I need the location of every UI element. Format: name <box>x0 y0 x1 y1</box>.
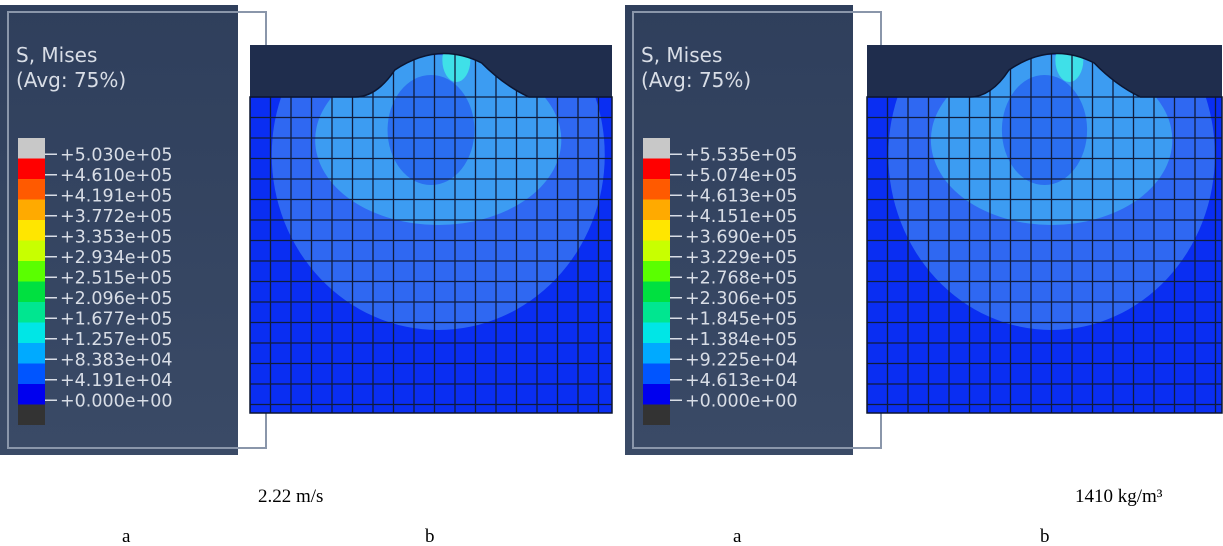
legend-level: +2.515e+05 <box>60 268 172 288</box>
sub-label: b <box>1040 526 1050 546</box>
legend-swatch <box>18 220 45 241</box>
legend-swatch <box>18 158 45 179</box>
legend-swatch <box>643 322 670 343</box>
legend-swatch <box>18 281 45 302</box>
legend-swatch <box>643 343 670 364</box>
stress-peak <box>442 53 471 82</box>
caption: 1410 kg/m³ <box>1075 486 1163 507</box>
legend-swatch <box>18 261 45 282</box>
legend-level: +4.151e+05 <box>685 207 797 227</box>
legend-level: +9.225e+04 <box>685 350 797 370</box>
legend-swatch <box>18 199 45 220</box>
legend-level: +4.613e+04 <box>685 371 797 391</box>
legend-swatch <box>643 158 670 179</box>
stress-zone-inner <box>1001 75 1088 185</box>
mesh-surface <box>249 52 613 414</box>
legend-swatch <box>18 138 45 159</box>
legend-level: +4.610e+05 <box>60 166 172 186</box>
legend-level: +1.677e+05 <box>60 309 172 329</box>
legend-level: +4.191e+05 <box>60 186 172 206</box>
legend-level: +1.384e+05 <box>685 330 797 350</box>
legend-swatch <box>643 199 670 220</box>
stress-peak <box>1055 53 1084 82</box>
legend-level: +4.191e+04 <box>60 371 172 391</box>
legend-swatch <box>18 384 45 405</box>
legend-level: +0.000e+00 <box>685 391 797 411</box>
legend-swatch <box>643 404 670 425</box>
legend-swatch <box>643 220 670 241</box>
sub-label: a <box>122 526 131 546</box>
legend-swatch <box>643 384 670 405</box>
legend-title: S, Mises <box>16 43 97 67</box>
legend-level: +2.306e+05 <box>685 289 797 309</box>
legend-swatch <box>643 179 670 200</box>
legend-swatch <box>18 240 45 261</box>
legend-level: +1.257e+05 <box>60 330 172 350</box>
legend-level: +2.768e+05 <box>685 268 797 288</box>
panel: S, Mises(Avg: 75%)+5.030e+05+4.610e+05+4… <box>0 5 613 546</box>
sub-label: b <box>425 526 435 546</box>
legend-title: S, Mises <box>641 43 722 67</box>
sub-label: a <box>733 526 742 546</box>
legend-swatch <box>643 240 670 261</box>
legend-level: +5.030e+05 <box>60 145 172 165</box>
legend-level: +3.690e+05 <box>685 227 797 247</box>
legend-level: +0.000e+00 <box>60 391 172 411</box>
mesh-surface <box>866 52 1223 414</box>
caption: 2.22 m/s <box>258 486 323 507</box>
legend-swatch <box>643 363 670 384</box>
panel: S, Mises(Avg: 75%)+5.535e+05+5.074e+05+4… <box>625 5 1223 546</box>
mesh-image <box>866 45 1223 414</box>
legend-level: +8.383e+04 <box>60 350 172 370</box>
legend-level: +3.353e+05 <box>60 227 172 247</box>
legend-swatch <box>18 322 45 343</box>
legend-level: +3.772e+05 <box>60 207 172 227</box>
legend-level: +3.229e+05 <box>685 248 797 268</box>
legend-level: +2.096e+05 <box>60 289 172 309</box>
legend-swatch <box>643 302 670 323</box>
legend-swatch <box>18 404 45 425</box>
legend-subtitle: (Avg: 75%) <box>16 68 126 92</box>
legend-level: +5.535e+05 <box>685 145 797 165</box>
legend-level: +4.613e+05 <box>685 186 797 206</box>
legend-level: +1.845e+05 <box>685 309 797 329</box>
mesh-image <box>249 45 613 414</box>
legend-level: +5.074e+05 <box>685 166 797 186</box>
legend-swatch <box>643 138 670 159</box>
legend-swatch <box>18 302 45 323</box>
legend-swatch <box>18 363 45 384</box>
legend-swatch <box>18 179 45 200</box>
legend-level: +2.934e+05 <box>60 248 172 268</box>
legend-swatch <box>643 261 670 282</box>
legend-swatch <box>18 343 45 364</box>
stress-zone-inner <box>387 75 475 185</box>
legend-subtitle: (Avg: 75%) <box>641 68 751 92</box>
legend-swatch <box>643 281 670 302</box>
